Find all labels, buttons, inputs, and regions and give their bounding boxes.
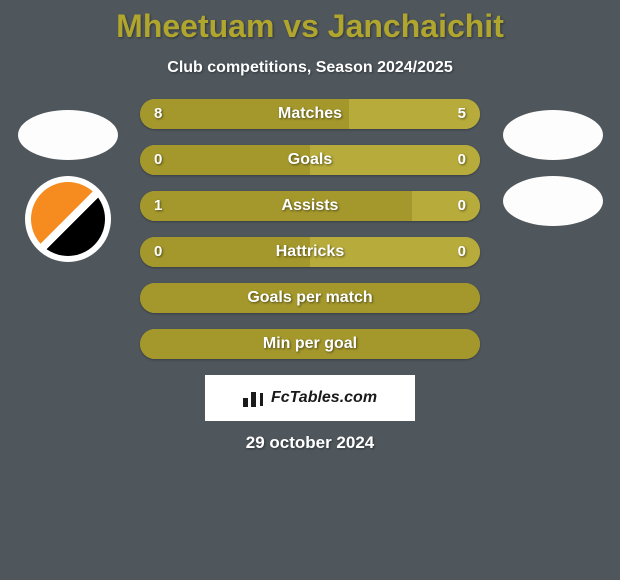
stat-bar-left — [140, 329, 480, 359]
stat-bars: 85Matches00Goals10Assists00HattricksGoal… — [140, 99, 480, 359]
stat-row: 85Matches — [140, 99, 480, 129]
stat-row: Min per goal — [140, 329, 480, 359]
stat-bar-right — [412, 191, 480, 221]
left-player-avatar — [18, 110, 118, 160]
stat-value-right: 0 — [458, 145, 466, 175]
stat-value-left: 0 — [154, 145, 162, 175]
branding-text: FcTables.com — [271, 389, 377, 407]
left-player-column — [10, 110, 125, 262]
stat-bar-right — [310, 145, 480, 175]
stat-bar-left — [140, 99, 349, 129]
stat-row: 10Assists — [140, 191, 480, 221]
stat-value-left: 0 — [154, 237, 162, 267]
page-subtitle: Club competitions, Season 2024/2025 — [0, 59, 620, 77]
stat-value-right: 0 — [458, 237, 466, 267]
stat-bar-left — [140, 283, 480, 313]
right-player-avatar — [503, 110, 603, 160]
page-title: Mheetuam vs Janchaichit — [0, 8, 620, 45]
stat-bar-left — [140, 191, 412, 221]
stat-row: 00Hattricks — [140, 237, 480, 267]
stat-row: 00Goals — [140, 145, 480, 175]
stat-bar-right — [310, 237, 480, 267]
right-player-column — [495, 110, 610, 242]
date-text: 29 october 2024 — [0, 433, 620, 453]
stat-bar-left — [140, 145, 310, 175]
infographic-container: Mheetuam vs Janchaichit Club competition… — [0, 0, 620, 580]
branding-chart-icon — [243, 389, 265, 407]
stat-value-right: 0 — [458, 191, 466, 221]
branding-box: FcTables.com — [205, 375, 415, 421]
left-club-logo-inner — [31, 182, 105, 256]
stat-row: Goals per match — [140, 283, 480, 313]
stat-value-right: 5 — [458, 99, 466, 129]
right-club-logo-placeholder — [503, 176, 603, 226]
left-club-logo — [25, 176, 111, 262]
stat-bar-left — [140, 237, 310, 267]
stat-value-left: 1 — [154, 191, 162, 221]
stat-value-left: 8 — [154, 99, 162, 129]
